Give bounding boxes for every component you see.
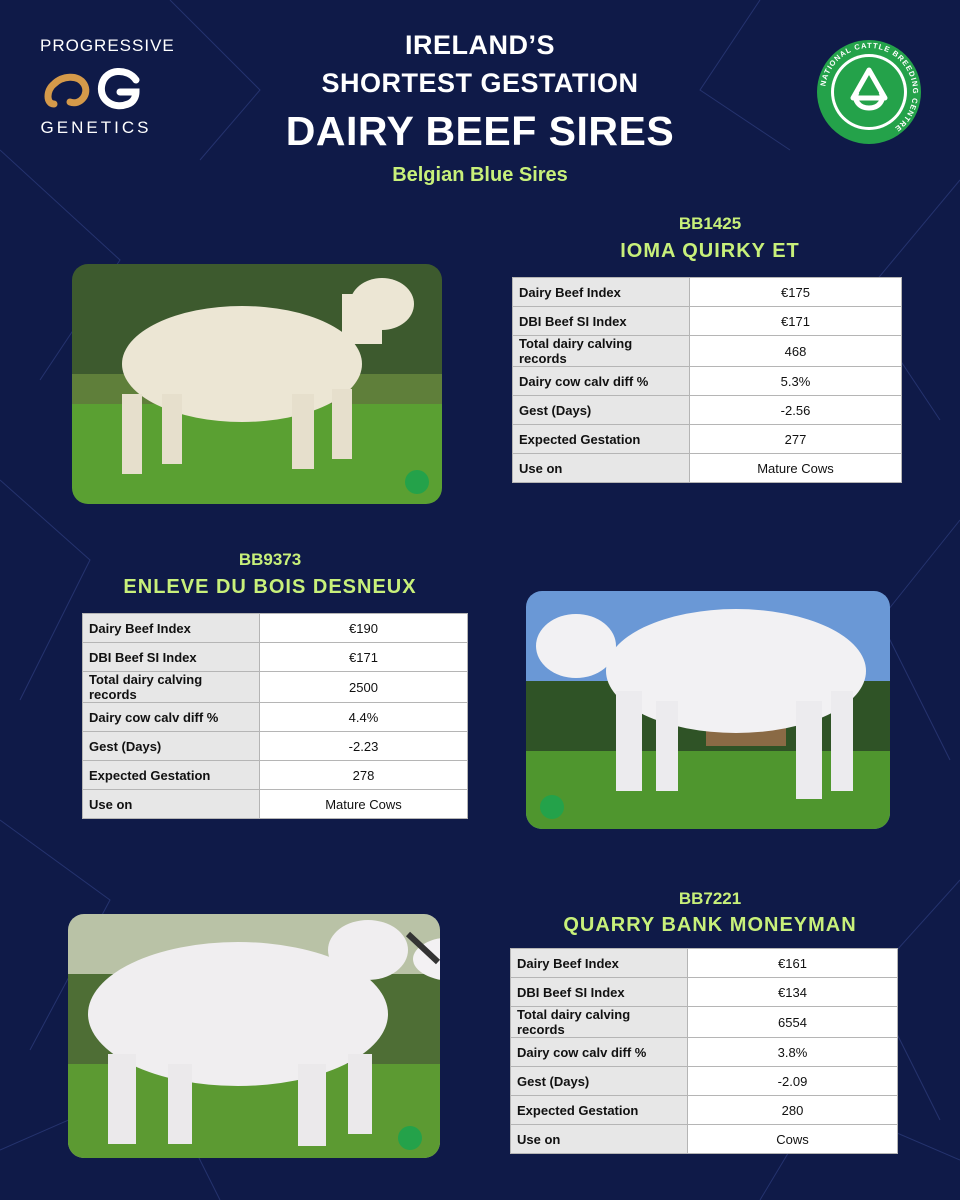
sire-name: IOMA QUIRKY ET <box>620 240 800 262</box>
stat-value: -2.09 <box>687 1066 898 1096</box>
table-row: Expected Gestation 277 <box>512 424 902 454</box>
table-row: Total dairy calving records 468 <box>512 335 902 367</box>
stat-label: DBI Beef SI Index <box>510 977 688 1007</box>
table-row: Total dairy calving records 6554 <box>510 1006 898 1038</box>
stat-label: Gest (Days) <box>510 1066 688 1096</box>
title-line-2: SHORTEST GESTATION <box>321 68 639 98</box>
stat-label: Use on <box>82 789 260 819</box>
table-row: DBI Beef SI Index €171 <box>512 306 902 336</box>
stat-label: DBI Beef SI Index <box>512 306 690 336</box>
table-row: Expected Gestation 278 <box>82 760 468 790</box>
table-row: Gest (Days) -2.09 <box>510 1066 898 1096</box>
subtitle: Belgian Blue Sires <box>392 164 568 186</box>
stat-label: Dairy Beef Index <box>510 948 688 978</box>
stat-value: -2.23 <box>259 731 468 761</box>
title-line-3: DAIRY BEEF SIRES <box>285 108 675 154</box>
stat-value: Cows <box>687 1124 898 1154</box>
table-row: DBI Beef SI Index €171 <box>82 642 468 672</box>
bull-photo-2 <box>526 591 890 829</box>
table-row: Dairy Beef Index €175 <box>512 277 902 307</box>
bull-photo-1 <box>72 264 442 504</box>
title-line-1: IRELAND’S <box>404 30 555 60</box>
sire-code: BB1425 <box>678 214 742 233</box>
stat-label: Dairy cow calv diff % <box>82 702 260 732</box>
stat-label: Total dairy calving records <box>512 335 690 367</box>
bull-photo-3 <box>68 914 440 1158</box>
logo-top-text: PROGRESSIVE <box>40 36 175 55</box>
table-row: Dairy Beef Index €190 <box>82 613 468 643</box>
table-row: Use on Cows <box>510 1124 898 1154</box>
stat-label: Use on <box>510 1124 688 1154</box>
stat-value: 4.4% <box>259 702 468 732</box>
stat-value: 5.3% <box>689 366 902 396</box>
stat-value: €161 <box>687 948 898 978</box>
stat-label: Total dairy calving records <box>510 1006 688 1038</box>
stat-value: -2.56 <box>689 395 902 425</box>
ncbc-badge-logo: NATIONAL CATTLE BREEDING CENTRE <box>817 40 921 144</box>
table-row: Dairy cow calv diff % 4.4% <box>82 702 468 732</box>
stat-value: Mature Cows <box>259 789 468 819</box>
pg-logo-icon <box>44 68 140 110</box>
table-row: Use on Mature Cows <box>82 789 468 819</box>
stats-table-body: Dairy Beef Index €190 DBI Beef SI Index €1… <box>82 613 468 819</box>
stat-label: DBI Beef SI Index <box>82 642 260 672</box>
stat-label: Expected Gestation <box>82 760 260 790</box>
stat-label: Expected Gestation <box>512 424 690 454</box>
stat-value: €190 <box>259 613 468 643</box>
stat-value: 468 <box>689 335 902 367</box>
stats-table: Dairy Beef Index €175 DBI Beef SI Index €1… <box>512 277 902 483</box>
table-row: Use on Mature Cows <box>512 453 902 483</box>
sire-code: BB9373 <box>238 550 302 569</box>
table-row: DBI Beef SI Index €134 <box>510 977 898 1007</box>
stat-value: 2500 <box>259 671 468 703</box>
table-row: Dairy cow calv diff % 3.8% <box>510 1037 898 1067</box>
stat-value: Mature Cows <box>689 453 902 483</box>
sire-name: QUARRY BANK MONEYMAN <box>563 914 857 936</box>
stat-value: €171 <box>689 306 902 336</box>
stats-table: Dairy Beef Index €161 DBI Beef SI Index €1… <box>510 948 898 1154</box>
stat-value: 3.8% <box>687 1037 898 1067</box>
stat-value: €171 <box>259 642 468 672</box>
sire-name: ENLEVE DU BOIS DESNEUX <box>123 576 417 598</box>
stat-label: Gest (Days) <box>82 731 260 761</box>
stat-label: Dairy cow calv diff % <box>510 1037 688 1067</box>
table-row: Gest (Days) -2.56 <box>512 395 902 425</box>
stat-label: Gest (Days) <box>512 395 690 425</box>
stat-value: €134 <box>687 977 898 1007</box>
table-row: Expected Gestation 280 <box>510 1095 898 1125</box>
table-row: Dairy Beef Index €161 <box>510 948 898 978</box>
stat-value: 277 <box>689 424 902 454</box>
sire-code: BB7221 <box>678 889 742 908</box>
table-row: Dairy cow calv diff % 5.3% <box>512 366 902 396</box>
stat-label: Dairy Beef Index <box>512 277 690 307</box>
progressive-genetics-logo: PROGRESSIVE GENETICS <box>40 36 175 140</box>
stat-label: Use on <box>512 453 690 483</box>
stat-label: Expected Gestation <box>510 1095 688 1125</box>
stat-label: Dairy Beef Index <box>82 613 260 643</box>
stat-value: €175 <box>689 277 902 307</box>
table-row: Total dairy calving records 2500 <box>82 671 468 703</box>
stat-label: Total dairy calving records <box>82 671 260 703</box>
stat-value: 280 <box>687 1095 898 1125</box>
stats-table: Dairy Beef Index €190 DBI Beef SI Index €1… <box>82 613 468 819</box>
stats-table-body: Dairy Beef Index €175 DBI Beef SI Index €1… <box>512 277 902 483</box>
stat-value: 278 <box>259 760 468 790</box>
stat-value: 6554 <box>687 1006 898 1038</box>
logo-bottom-text: GENETICS <box>40 118 152 137</box>
stat-label: Dairy cow calv diff % <box>512 366 690 396</box>
stats-table-body: Dairy Beef Index €161 DBI Beef SI Index €1… <box>510 948 898 1154</box>
table-row: Gest (Days) -2.23 <box>82 731 468 761</box>
